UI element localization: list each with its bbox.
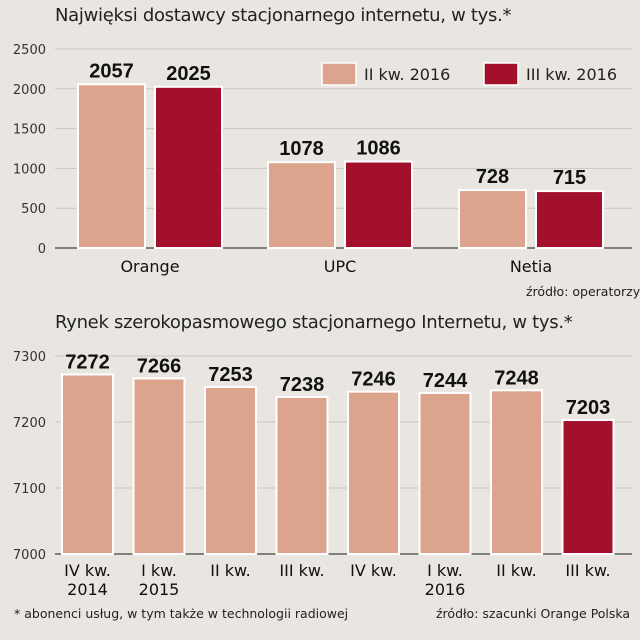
chart-1-bar: [458, 189, 527, 249]
footnote: * abonenci usług, w tym także w technolo…: [14, 606, 349, 621]
chart-1-y-tick: 1000: [13, 162, 46, 177]
chart-1-bar: [77, 83, 146, 249]
chart-1-legend-label: III kw. 2016: [526, 65, 617, 84]
chart-1-y-tick: 1500: [13, 123, 46, 138]
chart-2-data-label: 7244: [423, 370, 468, 392]
chart-2-bar: [490, 389, 543, 555]
chart-2-y-tick: 7100: [13, 482, 46, 497]
chart-1-data-label: 715: [553, 167, 586, 189]
chart-2-data-label: 7238: [280, 374, 325, 396]
chart-1-y-tick: 2500: [13, 43, 46, 58]
chart-2-y-tick: 7000: [13, 548, 46, 563]
chart-2-bar: [61, 373, 114, 556]
chart-2-title: Rynek szerokopasmowego stacjonarnego Int…: [55, 312, 573, 333]
chart-1-source: źródło: operatorzy: [526, 284, 640, 299]
chart-1-legend-label: II kw. 2016: [364, 65, 450, 84]
chart-1-x-label: Netia: [510, 257, 552, 276]
chart-2-data-label: 7248: [494, 367, 539, 389]
chart-2-x-label: IV kw.: [64, 561, 111, 580]
chart-1-title: Najwięksi dostawcy stacjonarnego interne…: [55, 5, 512, 26]
chart-1-bar: [535, 190, 604, 249]
chart-1-data-label: 2025: [166, 63, 211, 85]
chart-1-x-label: Orange: [120, 257, 179, 276]
chart-1-data-label: 728: [476, 166, 509, 188]
chart-1-bar: [154, 85, 223, 249]
chart-2-y-tick: 7200: [13, 416, 46, 431]
chart-2-bar: [275, 395, 329, 556]
chart-2-x-label: II kw.: [210, 561, 251, 580]
chart-2-data-label: 7253: [208, 364, 253, 386]
chart-1-bar: [344, 160, 413, 249]
chart-2-x-label: II kw.: [496, 561, 537, 580]
chart-1-y-tick: 500: [21, 202, 46, 217]
chart-1-data-label: 1086: [356, 138, 401, 160]
chart-1-y-tick: 2000: [13, 83, 46, 98]
chart-1-data-label: 1078: [279, 138, 324, 160]
chart-1-data-label: 2057: [89, 60, 134, 82]
chart-1-y-tick: 0: [38, 242, 46, 257]
chart-2-bar: [347, 390, 400, 556]
chart-1-legend-swatch: [321, 62, 357, 86]
chart-2-bar: [204, 386, 257, 555]
chart-2-data-label: 7203: [566, 397, 611, 419]
chart-1-legend-swatch: [483, 62, 519, 86]
chart-2-x-label: III kw.: [279, 561, 324, 580]
chart-2-x-label-year: 2016: [425, 580, 466, 599]
chart-1-bar: [267, 161, 336, 249]
chart-2-x-label-year: 2015: [139, 580, 180, 599]
chart-2-data-label: 7246: [351, 369, 396, 391]
chart-2-x-label: III kw.: [565, 561, 610, 580]
chart-2-data-label: 7272: [65, 351, 110, 373]
chart-1-x-label: UPC: [324, 257, 357, 276]
chart-2-x-label-year: 2014: [67, 580, 108, 599]
chart-2-bar: [132, 377, 186, 555]
chart-2-bar: [561, 419, 615, 555]
chart-2-x-label: I kw.: [427, 561, 463, 580]
chart-2-bar: [418, 391, 472, 555]
chart-2-x-label: IV kw.: [350, 561, 397, 580]
chart-2-x-label: I kw.: [141, 561, 177, 580]
chart-2-data-label: 7266: [137, 355, 182, 377]
chart-2-source: źródło: szacunki Orange Polska: [436, 606, 631, 621]
chart-2-y-tick: 7300: [13, 350, 46, 365]
